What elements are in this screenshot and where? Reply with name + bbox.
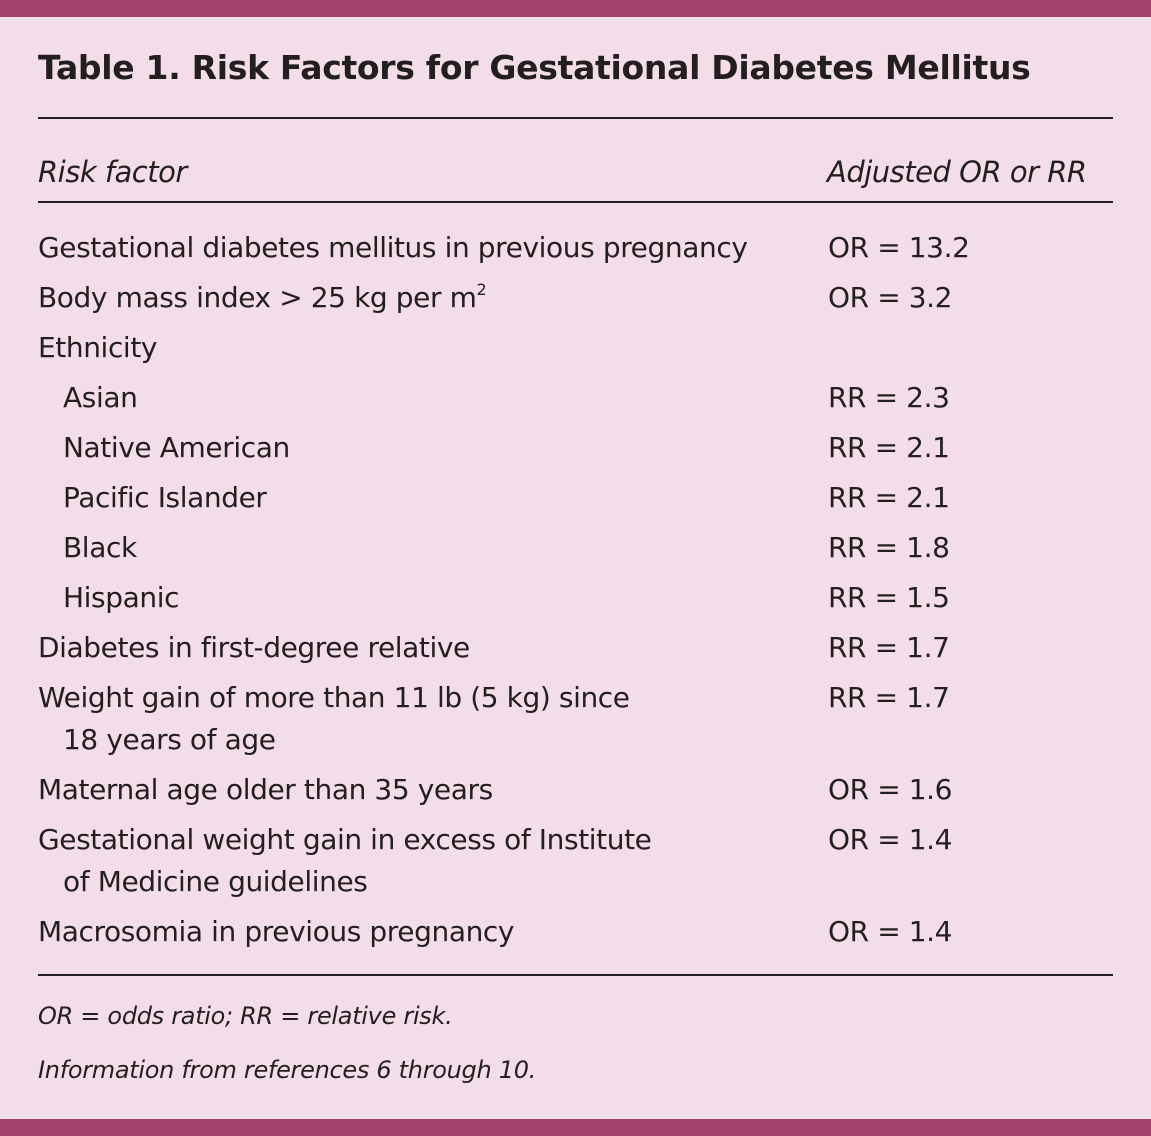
ratio-value: OR = 13.2 — [828, 231, 970, 264]
top-band — [0, 0, 1151, 17]
risk-factor-text: Pacific Islander — [63, 481, 267, 514]
risk-factor-cell: Weight gain of more than 11 lb (5 kg) si… — [38, 677, 828, 761]
ratio-value: RR = 1.7 — [828, 681, 950, 714]
header-rule — [38, 201, 1113, 203]
footnote-source: Information from references 6 through 10… — [38, 1056, 536, 1084]
risk-factor-cell: Asian — [38, 377, 828, 419]
bottom-band — [0, 1119, 1151, 1136]
risk-factor-continuation: 18 years of age — [63, 723, 276, 756]
ratio-value: RR = 2.1 — [828, 431, 950, 464]
table-row: Weight gain of more than 11 lb (5 kg) si… — [38, 677, 1113, 761]
ratio-value: RR = 2.3 — [828, 381, 950, 414]
risk-factor-cell: Body mass index > 25 kg per m2 — [38, 277, 828, 319]
ratio-value: OR = 1.4 — [828, 915, 953, 948]
table-body: Gestational diabetes mellitus in previou… — [38, 227, 1113, 961]
table-row: Asian RR = 2.3 — [38, 377, 1113, 419]
table-row: Hispanic RR = 1.5 — [38, 577, 1113, 619]
table-row: Ethnicity — [38, 327, 1113, 369]
risk-factor-text: Macrosomia in previous pregnancy — [38, 915, 515, 948]
risk-factor-text: Asian — [63, 381, 138, 414]
table-row: Native American RR = 2.1 — [38, 427, 1113, 469]
risk-factor-cell: Maternal age older than 35 years — [38, 769, 828, 811]
risk-factor-text: Maternal age older than 35 years — [38, 773, 493, 806]
risk-factor-cell: Pacific Islander — [38, 477, 828, 519]
table-row: Maternal age older than 35 years OR = 1.6 — [38, 769, 1113, 811]
ratio-value: OR = 1.4 — [828, 823, 953, 856]
risk-factor-continuation: of Medicine guidelines — [63, 865, 368, 898]
risk-factor-cell: Black — [38, 527, 828, 569]
header-adjusted-ratio: Adjusted OR or RR — [827, 155, 1087, 189]
table-row: Gestational weight gain in excess of Ins… — [38, 819, 1113, 903]
risk-factor-cell: Diabetes in first-degree relative — [38, 627, 828, 669]
risk-factor-cell: Gestational diabetes mellitus in previou… — [38, 227, 828, 269]
risk-factor-text: Native American — [63, 431, 290, 464]
risk-factor-text: Weight gain of more than 11 lb (5 kg) si… — [38, 681, 630, 714]
risk-factor-cell: Native American — [38, 427, 828, 469]
footnote-abbreviations: OR = odds ratio; RR = relative risk. — [38, 1002, 453, 1030]
risk-factor-cell: Gestational weight gain in excess of Ins… — [38, 819, 828, 903]
risk-factor-text: Ethnicity — [38, 331, 158, 364]
table-row: Macrosomia in previous pregnancy OR = 1.4 — [38, 911, 1113, 953]
table-row: Gestational diabetes mellitus in previou… — [38, 227, 1113, 269]
ratio-value: OR = 1.6 — [828, 773, 953, 806]
table-row: Black RR = 1.8 — [38, 527, 1113, 569]
bottom-rule — [38, 974, 1113, 976]
header-risk-factor: Risk factor — [38, 155, 187, 189]
risk-factor-text: Gestational diabetes mellitus in previou… — [38, 231, 748, 264]
ratio-value: RR = 1.8 — [828, 531, 950, 564]
risk-factor-text: Hispanic — [63, 581, 180, 614]
risk-factor-text: Gestational weight gain in excess of Ins… — [38, 823, 652, 856]
table-row: Pacific Islander RR = 2.1 — [38, 477, 1113, 519]
risk-factor-text: Black — [63, 531, 137, 564]
superscript: 2 — [476, 280, 487, 299]
risk-factor-text: Body mass index > 25 kg per m — [38, 281, 477, 314]
risk-factor-cell: Macrosomia in previous pregnancy — [38, 911, 828, 953]
table-row: Diabetes in first-degree relative RR = 1.… — [38, 627, 1113, 669]
title-rule — [38, 117, 1113, 119]
ratio-value: OR = 3.2 — [828, 281, 953, 314]
table-title: Table 1. Risk Factors for Gestational Di… — [38, 48, 1031, 87]
risk-factor-cell: Ethnicity — [38, 327, 828, 369]
ratio-value: RR = 1.7 — [828, 631, 950, 664]
ratio-value: RR = 1.5 — [828, 581, 950, 614]
risk-factor-cell: Hispanic — [38, 577, 828, 619]
ratio-value: RR = 2.1 — [828, 481, 950, 514]
table-row: Body mass index > 25 kg per m2 OR = 3.2 — [38, 277, 1113, 319]
risk-factor-text: Diabetes in first-degree relative — [38, 631, 470, 664]
ratio-value — [828, 327, 1113, 369]
